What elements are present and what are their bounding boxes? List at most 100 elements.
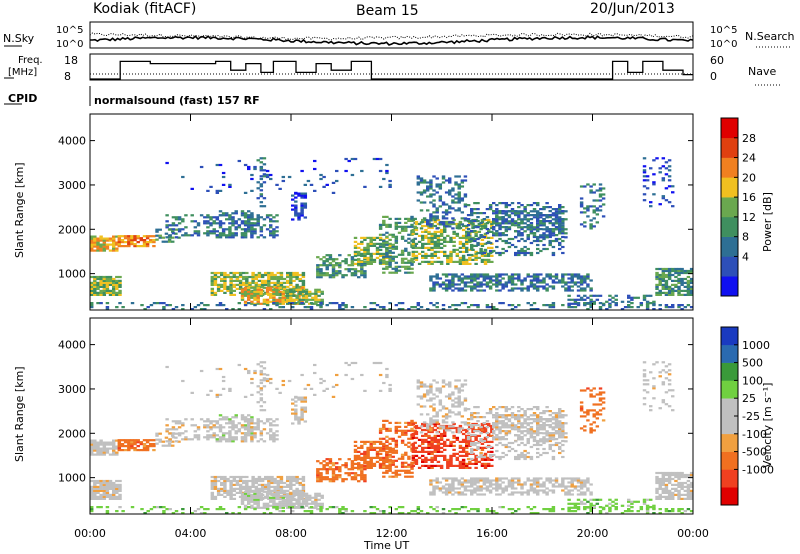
- power-cell: [583, 302, 587, 305]
- power-cell: [449, 256, 453, 259]
- velocity-cell: [466, 408, 471, 411]
- velocity-cell: [385, 429, 389, 432]
- power-cell: [248, 281, 252, 284]
- power-cell: [532, 226, 537, 229]
- power-cell: [677, 279, 681, 282]
- power-cell: [369, 254, 373, 257]
- power-cell: [576, 275, 581, 278]
- power-cell: [385, 223, 389, 226]
- velocity-cell: [461, 428, 466, 432]
- velocity-cell: [304, 502, 309, 505]
- velocity-cell: [289, 487, 293, 490]
- velocity-cell: [446, 458, 450, 461]
- velocity-cell: [470, 418, 474, 421]
- velocity-cell: [394, 451, 399, 454]
- power-cell: [427, 224, 431, 228]
- velocity-cell: [338, 466, 342, 469]
- velocity-cell: [421, 434, 425, 437]
- power-cell: [689, 279, 694, 282]
- velocity-cell: [523, 453, 527, 457]
- velocity-cell: [510, 428, 515, 431]
- power-cell: [275, 214, 279, 217]
- velocity-cell: [289, 492, 293, 495]
- power-cell: [542, 237, 546, 241]
- power-cell: [212, 222, 216, 225]
- power-cell: [247, 230, 251, 233]
- velocity-cell: [297, 498, 301, 501]
- power-cell: [677, 289, 681, 292]
- velocity-cell: [206, 430, 210, 433]
- velocity-cell: [90, 451, 94, 454]
- power-cell: [427, 236, 431, 239]
- velocity-cell: [229, 475, 233, 479]
- velocity-cell: [105, 443, 110, 446]
- power-cell: [461, 260, 466, 263]
- velocity-cell: [498, 432, 502, 435]
- power-cell: [435, 185, 439, 188]
- power-cell: [397, 308, 402, 311]
- velocity-cell: [457, 391, 461, 394]
- power-cell: [661, 165, 666, 168]
- velocity-cell: [301, 485, 306, 488]
- velocity-cell: [267, 485, 271, 488]
- power-cell: [221, 304, 226, 307]
- power-cell: [269, 296, 273, 299]
- velocity-cell: [454, 397, 458, 400]
- power-cell: [564, 273, 568, 276]
- velocity-cell: [212, 436, 216, 439]
- power-cell: [199, 214, 204, 217]
- velocity-cell: [102, 493, 107, 496]
- power-cell: [429, 215, 433, 218]
- velocity-cell: [99, 451, 103, 454]
- power-cell: [269, 286, 273, 289]
- power-cell: [558, 279, 562, 282]
- power-cell: [633, 296, 637, 299]
- velocity-cell: [237, 422, 242, 425]
- power-cell: [526, 237, 530, 241]
- power-cell: [507, 222, 512, 225]
- power-cell: [216, 285, 221, 288]
- power-cell: [253, 228, 257, 231]
- power-cell: [421, 236, 425, 239]
- velocity-cell: [414, 446, 419, 449]
- power-cell: [218, 302, 223, 305]
- power-cell: [495, 210, 499, 213]
- power-cell: [427, 242, 431, 245]
- velocity-cell: [411, 432, 416, 436]
- power-cell: [259, 288, 264, 291]
- power-cell: [444, 213, 449, 216]
- power-cell: [677, 287, 681, 290]
- power-cell: [251, 271, 255, 275]
- power-cell: [259, 205, 264, 208]
- power-cell: [551, 228, 556, 231]
- velocity-cell: [259, 438, 264, 441]
- power-cell: [262, 163, 267, 166]
- velocity-cell: [316, 472, 320, 475]
- power-cell: [193, 306, 198, 309]
- power-cell: [325, 266, 329, 269]
- velocity-cell: [470, 416, 474, 419]
- power-cell: [536, 289, 540, 292]
- power-cell: [243, 216, 248, 219]
- power-cell: [487, 230, 491, 233]
- power-cell: [223, 271, 227, 275]
- power-cell: [378, 252, 383, 255]
- power-cell: [526, 234, 530, 237]
- velocity-cell: [452, 448, 456, 451]
- power-cell: [433, 224, 438, 228]
- power-cell: [209, 185, 213, 188]
- power-cell: [441, 175, 446, 178]
- velocity-cell: [215, 434, 220, 437]
- velocity-cell: [90, 495, 94, 498]
- power-cell: [492, 308, 496, 311]
- power-cell: [264, 279, 268, 282]
- power-cell: [460, 197, 465, 200]
- power-cell: [385, 243, 389, 246]
- velocity-cell: [449, 460, 453, 463]
- velocity-cell: [256, 504, 260, 507]
- power-cell: [272, 220, 276, 223]
- power-cell: [142, 241, 147, 244]
- velocity-cell: [483, 446, 488, 449]
- power-cell: [435, 207, 439, 210]
- power-cell: [429, 183, 433, 186]
